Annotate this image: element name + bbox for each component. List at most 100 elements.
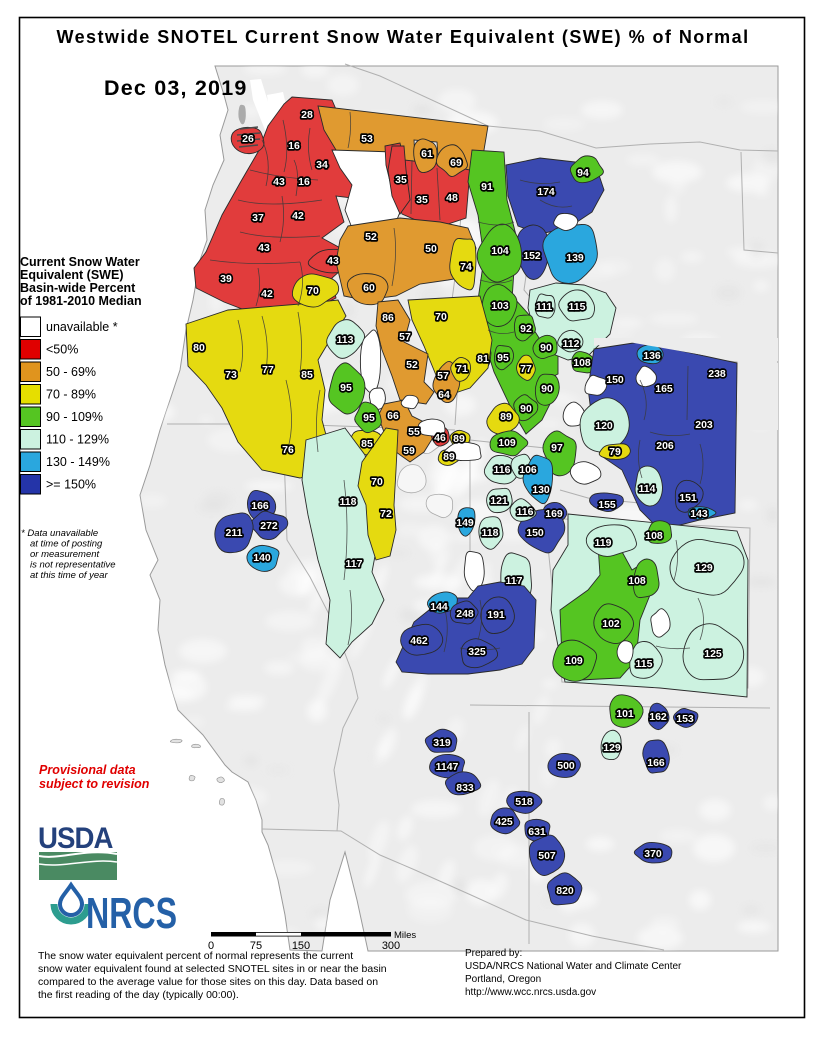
svg-text:90: 90 (541, 383, 553, 395)
svg-text:500: 500 (557, 760, 575, 772)
svg-text:http://www.wcc.nrcs.usda.gov: http://www.wcc.nrcs.usda.gov (465, 987, 596, 998)
svg-text:169: 169 (545, 508, 563, 520)
svg-text:238: 238 (708, 368, 726, 380)
svg-text:248: 248 (456, 608, 474, 620)
svg-text:77: 77 (262, 364, 274, 376)
svg-text:90: 90 (520, 403, 532, 415)
svg-text:43: 43 (273, 176, 285, 188)
svg-text:149: 149 (456, 517, 474, 529)
svg-text:102: 102 (602, 618, 620, 630)
svg-text:16: 16 (298, 176, 310, 188)
svg-text:319: 319 (433, 737, 451, 749)
svg-text:75: 75 (250, 940, 262, 952)
svg-text:97: 97 (551, 442, 563, 454)
svg-text:150: 150 (292, 940, 310, 952)
svg-text:300: 300 (382, 940, 400, 952)
svg-text:snow water equivalent found at: snow water equivalent found at selected … (38, 963, 387, 975)
svg-text:130: 130 (532, 484, 550, 496)
svg-text:50: 50 (425, 243, 437, 255)
svg-text:166: 166 (647, 757, 665, 769)
svg-text:117: 117 (346, 558, 363, 570)
svg-text:144: 144 (430, 601, 448, 613)
svg-text:106: 106 (519, 464, 537, 476)
svg-text:71: 71 (456, 363, 468, 375)
svg-text:85: 85 (301, 369, 313, 381)
svg-text:90: 90 (540, 342, 552, 354)
svg-text:115: 115 (636, 658, 653, 670)
svg-text:136: 136 (643, 350, 661, 362)
svg-text:0: 0 (208, 940, 214, 952)
svg-text:of 1981-2010 Median: of 1981-2010 Median (20, 294, 142, 308)
svg-text:112: 112 (563, 338, 580, 350)
svg-text:26: 26 (242, 133, 254, 145)
svg-text:108: 108 (645, 530, 663, 542)
svg-text:66: 66 (387, 410, 399, 422)
svg-text:43: 43 (327, 255, 339, 267)
svg-text:94: 94 (577, 167, 589, 179)
svg-text:28: 28 (301, 109, 313, 121)
svg-text:518: 518 (515, 796, 533, 808)
svg-text:191: 191 (487, 609, 505, 621)
svg-text:74: 74 (460, 261, 472, 273)
svg-text:70: 70 (307, 285, 319, 297)
svg-text:Prepared by:: Prepared by: (465, 948, 522, 959)
svg-text:70: 70 (371, 476, 383, 488)
svg-text:73: 73 (225, 369, 237, 381)
svg-text:91: 91 (481, 181, 493, 193)
svg-text:72: 72 (380, 508, 392, 520)
svg-text:206: 206 (656, 440, 674, 452)
svg-text:109: 109 (498, 437, 516, 449)
svg-text:462: 462 (410, 635, 428, 647)
svg-text:130 - 149%: 130 - 149% (46, 455, 110, 469)
svg-text:52: 52 (406, 359, 418, 371)
svg-text:42: 42 (292, 210, 304, 222)
svg-text:is not representative: is not representative (30, 560, 116, 571)
svg-text:95: 95 (363, 412, 375, 424)
svg-text:109: 109 (565, 655, 583, 667)
svg-text:48: 48 (446, 192, 458, 204)
svg-text:272: 272 (260, 520, 278, 532)
svg-text:150: 150 (526, 527, 544, 539)
svg-text:118: 118 (340, 496, 357, 508)
svg-text:70: 70 (435, 311, 447, 323)
svg-text:57: 57 (437, 370, 449, 382)
svg-text:NRCS: NRCS (86, 889, 177, 938)
svg-text:116: 116 (517, 506, 534, 518)
svg-text:151: 151 (679, 492, 697, 504)
svg-text:46: 46 (434, 432, 446, 444)
svg-text:unavailable *: unavailable * (46, 320, 118, 334)
svg-text:compared to the average value: compared to the average value for those … (38, 976, 378, 988)
svg-text:Dec 03, 2019: Dec 03, 2019 (104, 76, 248, 100)
svg-text:89: 89 (453, 433, 465, 445)
svg-text:Miles: Miles (394, 930, 416, 941)
svg-text:<50%: <50% (46, 343, 78, 357)
svg-text:USDA: USDA (38, 822, 114, 855)
svg-text:The snow water equivalent perc: The snow water equivalent percent of nor… (38, 950, 353, 962)
svg-text:115: 115 (569, 301, 586, 313)
svg-text:425: 425 (495, 816, 513, 828)
svg-text:35: 35 (416, 194, 428, 206)
svg-text:120: 120 (595, 420, 613, 432)
svg-text:61: 61 (421, 148, 433, 160)
svg-text:80: 80 (193, 342, 205, 354)
svg-text:42: 42 (261, 288, 273, 300)
svg-text:820: 820 (556, 885, 574, 897)
svg-text:118: 118 (482, 527, 499, 539)
svg-text:117: 117 (506, 575, 523, 587)
svg-text:325: 325 (468, 646, 486, 658)
svg-text:155: 155 (598, 499, 616, 511)
svg-text:Portland, Oregon: Portland, Oregon (465, 974, 541, 985)
svg-text:at time of posting: at time of posting (30, 539, 103, 550)
svg-text:95: 95 (340, 382, 352, 394)
svg-text:103: 103 (491, 300, 509, 312)
svg-text:92: 92 (520, 323, 532, 335)
svg-text:or measurement: or measurement (30, 549, 100, 560)
svg-text:101: 101 (616, 708, 634, 720)
svg-text:129: 129 (603, 742, 621, 754)
svg-text:90 - 109%: 90 - 109% (46, 410, 103, 424)
svg-text:34: 34 (316, 159, 328, 171)
svg-text:119: 119 (595, 537, 612, 549)
svg-text:at this time of year: at this time of year (30, 570, 108, 581)
svg-text:153: 153 (676, 713, 694, 725)
svg-text:59: 59 (403, 445, 415, 457)
